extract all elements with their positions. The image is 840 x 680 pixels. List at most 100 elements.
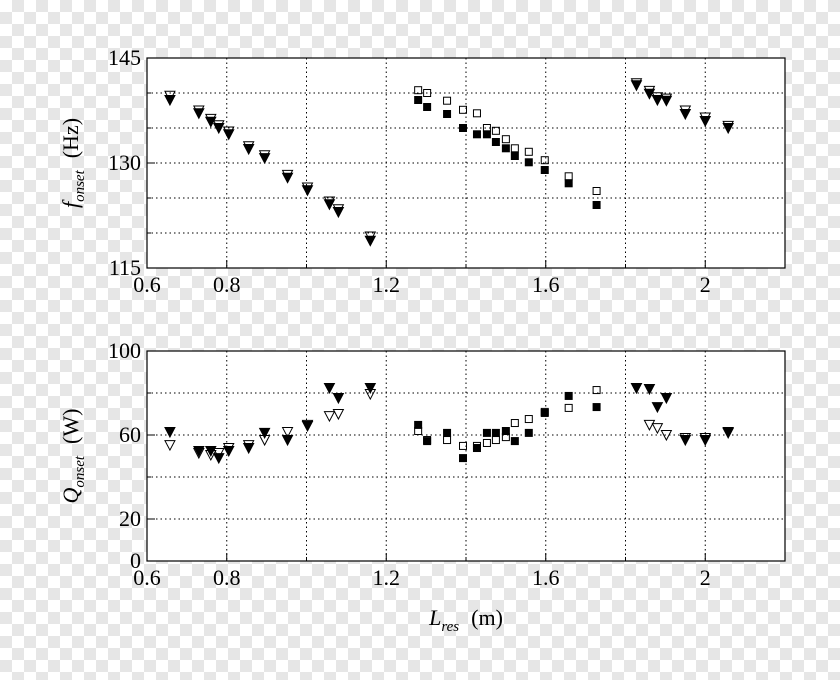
triangle-marker [332,409,345,421]
triangle-marker [679,109,692,121]
triangle-marker [212,123,225,135]
y-tick-label: 145 [108,45,141,70]
ylabel-main: f [58,199,83,208]
triangle-marker [660,430,673,442]
triangle-marker [699,116,712,128]
square-marker [423,103,432,111]
y-axis-label: fonset (Hz) [58,118,88,208]
triangle-marker [301,420,314,433]
x-tick-label: 1.2 [373,565,401,590]
triangle-marker [651,402,664,414]
y-tick-label: 130 [108,150,141,175]
triangle-marker [332,207,345,219]
y-tick-label: 115 [109,255,141,280]
x-tick-label: 0.8 [213,272,241,297]
square-marker [510,419,519,428]
square-marker [592,187,601,195]
triangle-marker [323,199,336,211]
triangle-marker [258,427,271,439]
triangle-marker [242,144,255,156]
square-marker [564,391,573,400]
triangle-marker [364,235,377,247]
x-tick-label: 2 [700,272,711,297]
triangle-marker [281,172,294,184]
triangle-marker [222,445,235,458]
x-tick-label: 1.6 [532,272,560,297]
triangle-marker [699,435,712,447]
square-marker [510,437,519,446]
triangle-marker [660,393,673,405]
triangle-marker [281,435,294,447]
square-marker [524,428,533,437]
xlabel-main: L [428,605,441,630]
triangle-marker [222,129,235,141]
square-marker [540,156,549,165]
triangle-marker [643,419,656,431]
x-tick-label: 0.6 [133,565,161,590]
triangle-marker [212,453,225,465]
square-marker [592,403,601,412]
square-marker [459,105,468,114]
x-tick-label: 1.2 [373,272,401,297]
square-marker [459,454,468,463]
triangle-marker [722,427,735,439]
y-tick-label: 60 [119,422,141,447]
square-marker [524,415,533,424]
square-marker [564,403,573,412]
triangle-marker [204,445,217,458]
x-tick-label: 0.8 [213,565,241,590]
triangle-marker [722,123,735,135]
square-marker [472,444,481,453]
ylabel-sub: onset [72,169,88,201]
square-marker [491,126,500,135]
triangle-marker [364,382,377,395]
square-marker [472,109,481,118]
square-marker [491,138,500,146]
square-marker [443,428,452,437]
triangle-marker [193,108,205,120]
triangle-marker [651,423,664,435]
triangle-marker [164,440,176,452]
ylabel-unit: (Hz) [58,118,83,158]
square-marker [540,408,549,417]
triangle-marker [258,153,271,165]
triangle-marker [204,116,217,128]
triangle-marker [332,393,345,405]
axes-frame [146,350,786,562]
square-marker [423,89,432,97]
square-marker [443,110,452,118]
x-axis-label: Lres (m) [428,605,503,635]
triangle-marker [323,411,336,423]
square-marker [482,428,491,437]
square-marker [524,147,533,156]
axes-frame [146,57,786,269]
x-tick-label: 1.6 [532,565,560,590]
triangle-marker [164,95,176,107]
y-axis-label: Qonset (W) [58,409,88,504]
triangle-marker [242,443,255,455]
triangle-marker [301,185,314,197]
square-marker [414,86,423,95]
square-marker [459,441,468,450]
square-marker [564,179,573,188]
ylabel-sub: onset [72,455,88,487]
square-marker [482,438,491,447]
square-marker [501,427,510,436]
triangle-marker [679,435,692,447]
triangle-marker [323,382,336,395]
xlabel-sub: res [441,619,459,635]
xlabel-unit: (m) [471,605,503,630]
square-marker [592,386,601,395]
ylabel-unit: (W) [58,409,83,444]
triangle-marker [651,95,664,107]
square-marker [540,166,549,174]
square-marker [414,96,423,104]
square-marker [472,130,481,139]
triangle-marker [281,427,294,439]
x-tick-label: 0.6 [133,272,161,297]
triangle-marker [193,445,205,458]
triangle-marker [643,88,656,100]
y-tick-label: 100 [108,338,141,363]
square-marker [592,201,601,209]
